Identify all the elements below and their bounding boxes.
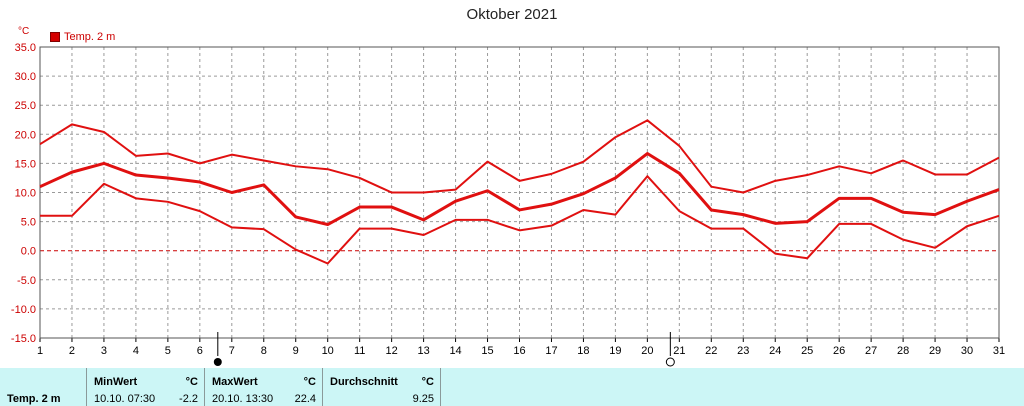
y-tick-label: 10.0 [15, 188, 36, 200]
series-line-max [39, 119, 1000, 194]
x-tick-label: 7 [229, 345, 235, 357]
series-line-mean [39, 152, 1000, 227]
x-tick-label: 21 [673, 345, 685, 357]
grid [40, 46, 999, 339]
plot-frame [39, 46, 1000, 339]
x-tick-label: 14 [449, 345, 461, 357]
x-tick-label: 30 [961, 345, 973, 357]
stats-min-cell: MinWert °C 10.10. 07:30 -2.2 [87, 368, 205, 406]
legend-swatch [50, 32, 60, 42]
x-tick-label: 25 [801, 345, 813, 357]
y-tick-label: -10.0 [11, 304, 36, 316]
stats-param: Temp. 2 m [7, 393, 61, 405]
x-tick-label: 15 [481, 345, 493, 357]
x-tick-label: 24 [769, 345, 781, 357]
moon-phases [213, 332, 675, 367]
avg-unit: °C [421, 376, 434, 388]
x-tick-label: 10 [322, 345, 334, 357]
x-tick-label: 16 [513, 345, 525, 357]
y-tick-label: 30.0 [15, 71, 36, 83]
stats-param-cell: Temp. 2 m [0, 368, 87, 406]
min-value: -2.2 [179, 393, 198, 405]
new-moon-icon [213, 358, 222, 366]
series-line-min [40, 175, 1000, 265]
x-tick-label: 29 [929, 345, 941, 357]
y-tick-label: -5.0 [17, 275, 36, 287]
stats-avg-cell: Durchschnitt °C 9.25 [323, 368, 441, 406]
x-tick-label: 12 [386, 345, 398, 357]
min-time: 10.10. 07:30 [94, 393, 156, 405]
x-tick-label: 4 [133, 345, 139, 357]
avg-value: 9.25 [412, 393, 434, 405]
x-tick-label: 18 [577, 345, 589, 357]
x-tick-label: 19 [609, 345, 621, 357]
series-lines [39, 119, 1000, 265]
min-unit: °C [185, 376, 198, 388]
x-tick-label: 17 [545, 345, 557, 357]
y-tick-label: 0.0 [21, 246, 36, 258]
x-tick-label: 1 [37, 345, 43, 357]
max-time: 20.10. 13:30 [212, 393, 274, 405]
x-tick-label: 20 [641, 345, 653, 357]
y-tick-label: 20.0 [15, 129, 36, 141]
x-tick-label: 11 [354, 345, 365, 357]
x-tick-label: 3 [101, 345, 107, 357]
y-tick-label: -15.0 [11, 333, 36, 345]
x-tick-label: 26 [833, 345, 845, 357]
x-tick-label: 8 [261, 345, 267, 357]
y-tick-label: 25.0 [15, 100, 36, 112]
temperature-chart: -15.0 -10.0 -5.0 0.0 5.0 10.0 15.0 20.0 25.0 30.0… [11, 42, 1005, 367]
x-tick-label: 28 [897, 345, 909, 357]
x-tick-label: 5 [165, 345, 171, 357]
x-tick-label: 22 [705, 345, 717, 357]
max-unit: °C [303, 376, 316, 388]
legend: Temp. 2 m [50, 31, 115, 43]
legend-label: Temp. 2 m [64, 31, 116, 43]
y-tick-label: 15.0 [15, 158, 36, 170]
x-tick-label: 31 [993, 345, 1005, 357]
x-tick-label: 6 [197, 345, 203, 357]
min-header: MinWert [94, 376, 138, 388]
max-value: 22.4 [294, 393, 316, 405]
y-unit-label: °C [18, 26, 30, 37]
full-moon-icon [665, 357, 675, 367]
axes: -15.0 -10.0 -5.0 0.0 5.0 10.0 15.0 20.0 25.0 30.0… [11, 42, 1005, 357]
stats-max-cell: MaxWert °C 20.10. 13:30 22.4 [205, 368, 323, 406]
x-tick-label: 9 [293, 345, 299, 357]
y-tick-label: 35.0 [15, 42, 36, 54]
stats-table: Temp. 2 m MinWert °C 10.10. 07:30 -2.2 M… [0, 368, 1024, 406]
x-tick-label: 13 [417, 345, 429, 357]
x-tick-label: 2 [69, 345, 75, 357]
x-tick-label: 27 [865, 345, 877, 357]
avg-header: Durchschnitt [330, 376, 398, 388]
y-tick-label: 5.0 [21, 217, 36, 229]
max-header: MaxWert [212, 376, 258, 388]
x-tick-label: 23 [737, 345, 749, 357]
chart-title: Oktober 2021 [466, 6, 558, 23]
